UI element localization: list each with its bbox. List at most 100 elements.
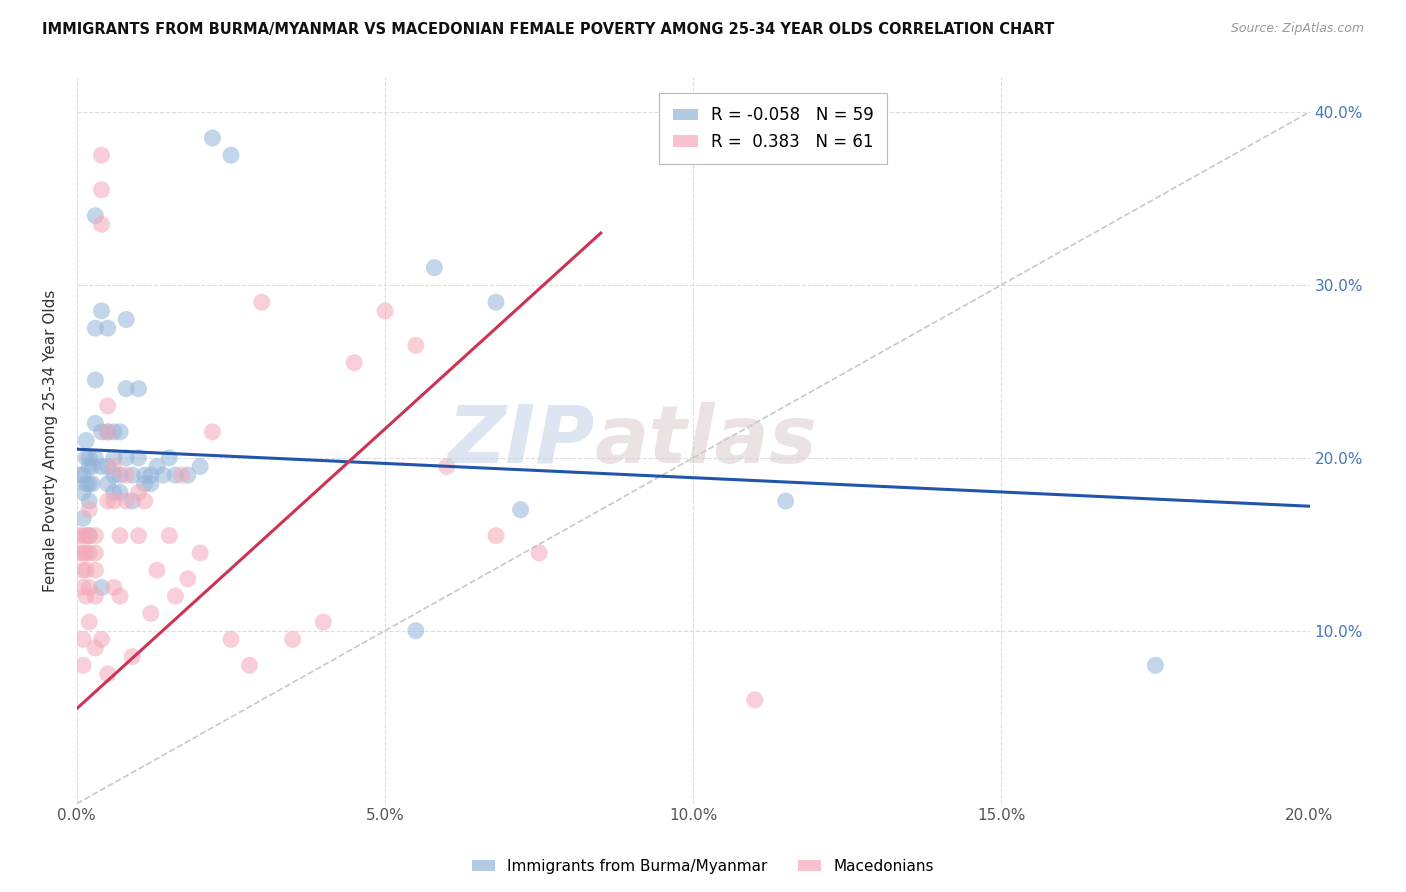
Point: [97, 321, 120, 335]
Point: [72, 528, 94, 542]
Point: [170, 468, 193, 483]
Point: [90, 303, 112, 318]
Point: [312, 615, 335, 629]
Point: [90, 425, 112, 439]
Point: [103, 485, 125, 500]
Point: [82, 476, 104, 491]
Point: [69, 546, 91, 560]
Point: [157, 528, 180, 542]
Point: [75, 589, 97, 603]
Point: [509, 502, 531, 516]
Point: [527, 546, 550, 560]
Point: [90, 459, 112, 474]
Point: [121, 649, 143, 664]
Point: [90, 148, 112, 162]
Point: [108, 528, 131, 542]
Point: [97, 667, 120, 681]
Point: [343, 356, 366, 370]
Point: [77, 459, 100, 474]
Point: [72, 468, 94, 483]
Point: [84, 563, 107, 577]
Point: [90, 632, 112, 647]
Point: [374, 303, 396, 318]
Point: [139, 476, 162, 491]
Point: [405, 624, 427, 638]
Point: [72, 563, 94, 577]
Point: [75, 528, 97, 542]
Point: [423, 260, 446, 275]
Point: [134, 494, 156, 508]
Point: [77, 450, 100, 465]
Point: [115, 312, 138, 326]
Point: [84, 450, 107, 465]
Point: [405, 338, 427, 352]
Point: [146, 563, 169, 577]
Point: [219, 148, 242, 162]
Text: Source: ZipAtlas.com: Source: ZipAtlas.com: [1230, 22, 1364, 36]
Point: [97, 425, 120, 439]
Legend: Immigrants from Burma/Myanmar, Macedonians: Immigrants from Burma/Myanmar, Macedonia…: [465, 853, 941, 880]
Point: [97, 476, 120, 491]
Point: [201, 425, 224, 439]
Point: [84, 416, 107, 430]
Point: [115, 382, 138, 396]
Point: [84, 209, 107, 223]
Point: [97, 399, 120, 413]
Point: [72, 546, 94, 560]
Point: [77, 581, 100, 595]
Point: [97, 494, 120, 508]
Point: [115, 468, 138, 483]
Point: [84, 373, 107, 387]
Point: [90, 581, 112, 595]
Point: [75, 476, 97, 491]
Point: [744, 693, 766, 707]
Point: [177, 468, 200, 483]
Point: [103, 468, 125, 483]
Point: [77, 494, 100, 508]
Point: [128, 528, 150, 542]
Point: [188, 459, 211, 474]
Point: [775, 494, 797, 508]
Point: [128, 382, 150, 396]
Point: [103, 459, 125, 474]
Point: [84, 589, 107, 603]
Point: [157, 450, 180, 465]
Point: [75, 450, 97, 465]
Point: [134, 468, 156, 483]
Point: [84, 546, 107, 560]
Point: [72, 511, 94, 525]
Point: [219, 632, 242, 647]
Text: ZIP: ZIP: [447, 401, 595, 480]
Point: [436, 459, 458, 474]
Point: [84, 528, 107, 542]
Point: [115, 450, 138, 465]
Y-axis label: Female Poverty Among 25-34 Year Olds: Female Poverty Among 25-34 Year Olds: [44, 289, 58, 591]
Point: [108, 425, 131, 439]
Point: [90, 183, 112, 197]
Point: [121, 494, 143, 508]
Point: [485, 528, 508, 542]
Point: [75, 563, 97, 577]
Point: [67, 528, 90, 542]
Point: [108, 468, 131, 483]
Point: [90, 218, 112, 232]
Point: [108, 485, 131, 500]
Point: [77, 476, 100, 491]
Point: [103, 581, 125, 595]
Point: [128, 485, 150, 500]
Point: [139, 468, 162, 483]
Point: [152, 468, 174, 483]
Point: [84, 321, 107, 335]
Point: [115, 494, 138, 508]
Point: [250, 295, 273, 310]
Point: [77, 528, 100, 542]
Point: [75, 546, 97, 560]
Point: [77, 615, 100, 629]
Point: [77, 546, 100, 560]
Point: [82, 459, 104, 474]
Point: [103, 450, 125, 465]
Point: [75, 434, 97, 448]
Point: [1144, 658, 1167, 673]
Point: [77, 502, 100, 516]
Point: [72, 581, 94, 595]
